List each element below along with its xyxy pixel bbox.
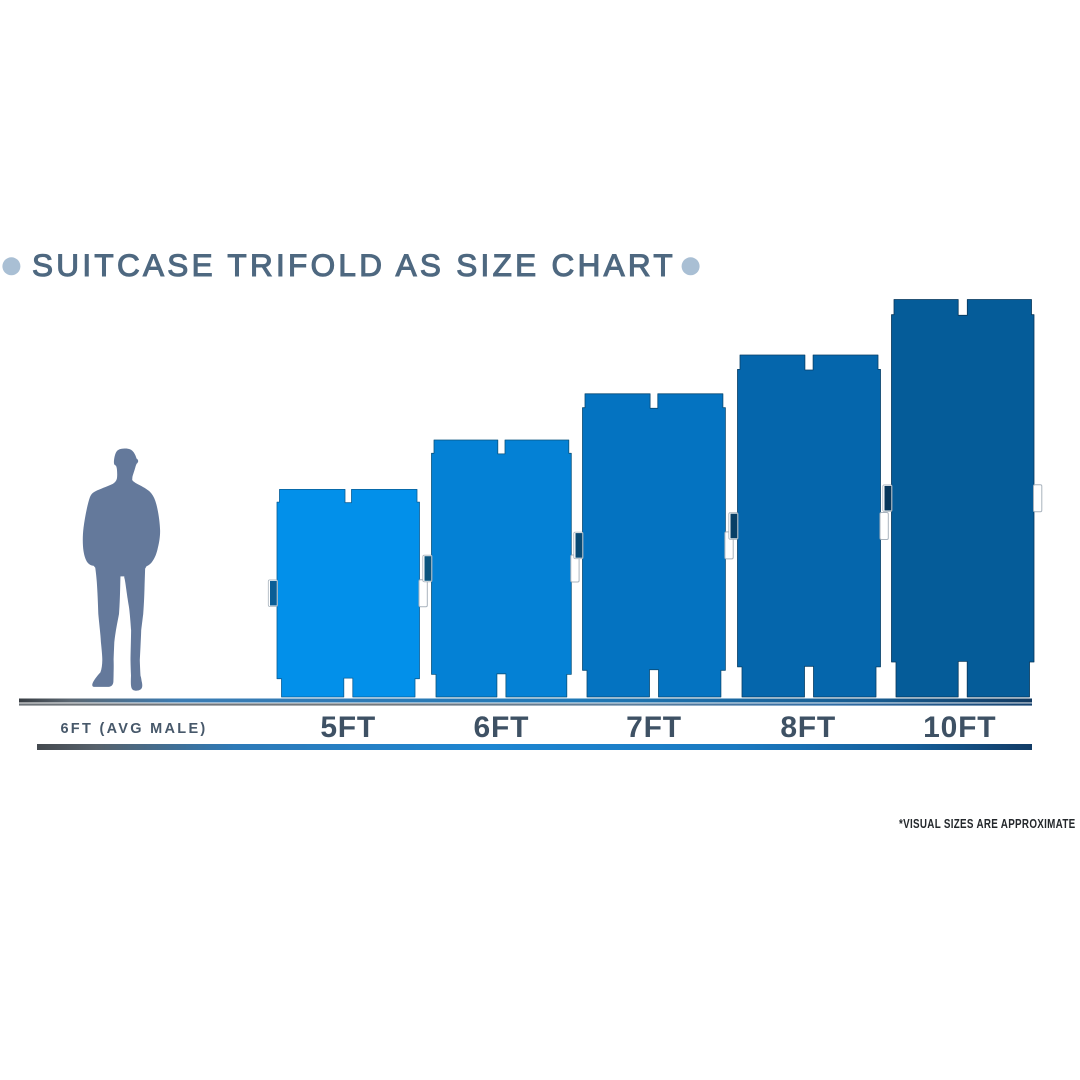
svg-text:5FT: 5FT xyxy=(320,711,376,744)
svg-text:6FT (AVG MALE): 6FT (AVG MALE) xyxy=(60,721,207,737)
svg-text:*VISUAL SIZES ARE APPROXIMATE: *VISUAL SIZES ARE APPROXIMATE xyxy=(899,816,1076,831)
svg-text:10FT: 10FT xyxy=(923,711,996,744)
svg-text:SUITCASE TRIFOLD AS SIZE CHART: SUITCASE TRIFOLD AS SIZE CHART xyxy=(32,247,676,283)
svg-text:8FT: 8FT xyxy=(780,711,836,744)
svg-text:7FT: 7FT xyxy=(626,711,682,744)
svg-text:6FT: 6FT xyxy=(474,711,530,744)
